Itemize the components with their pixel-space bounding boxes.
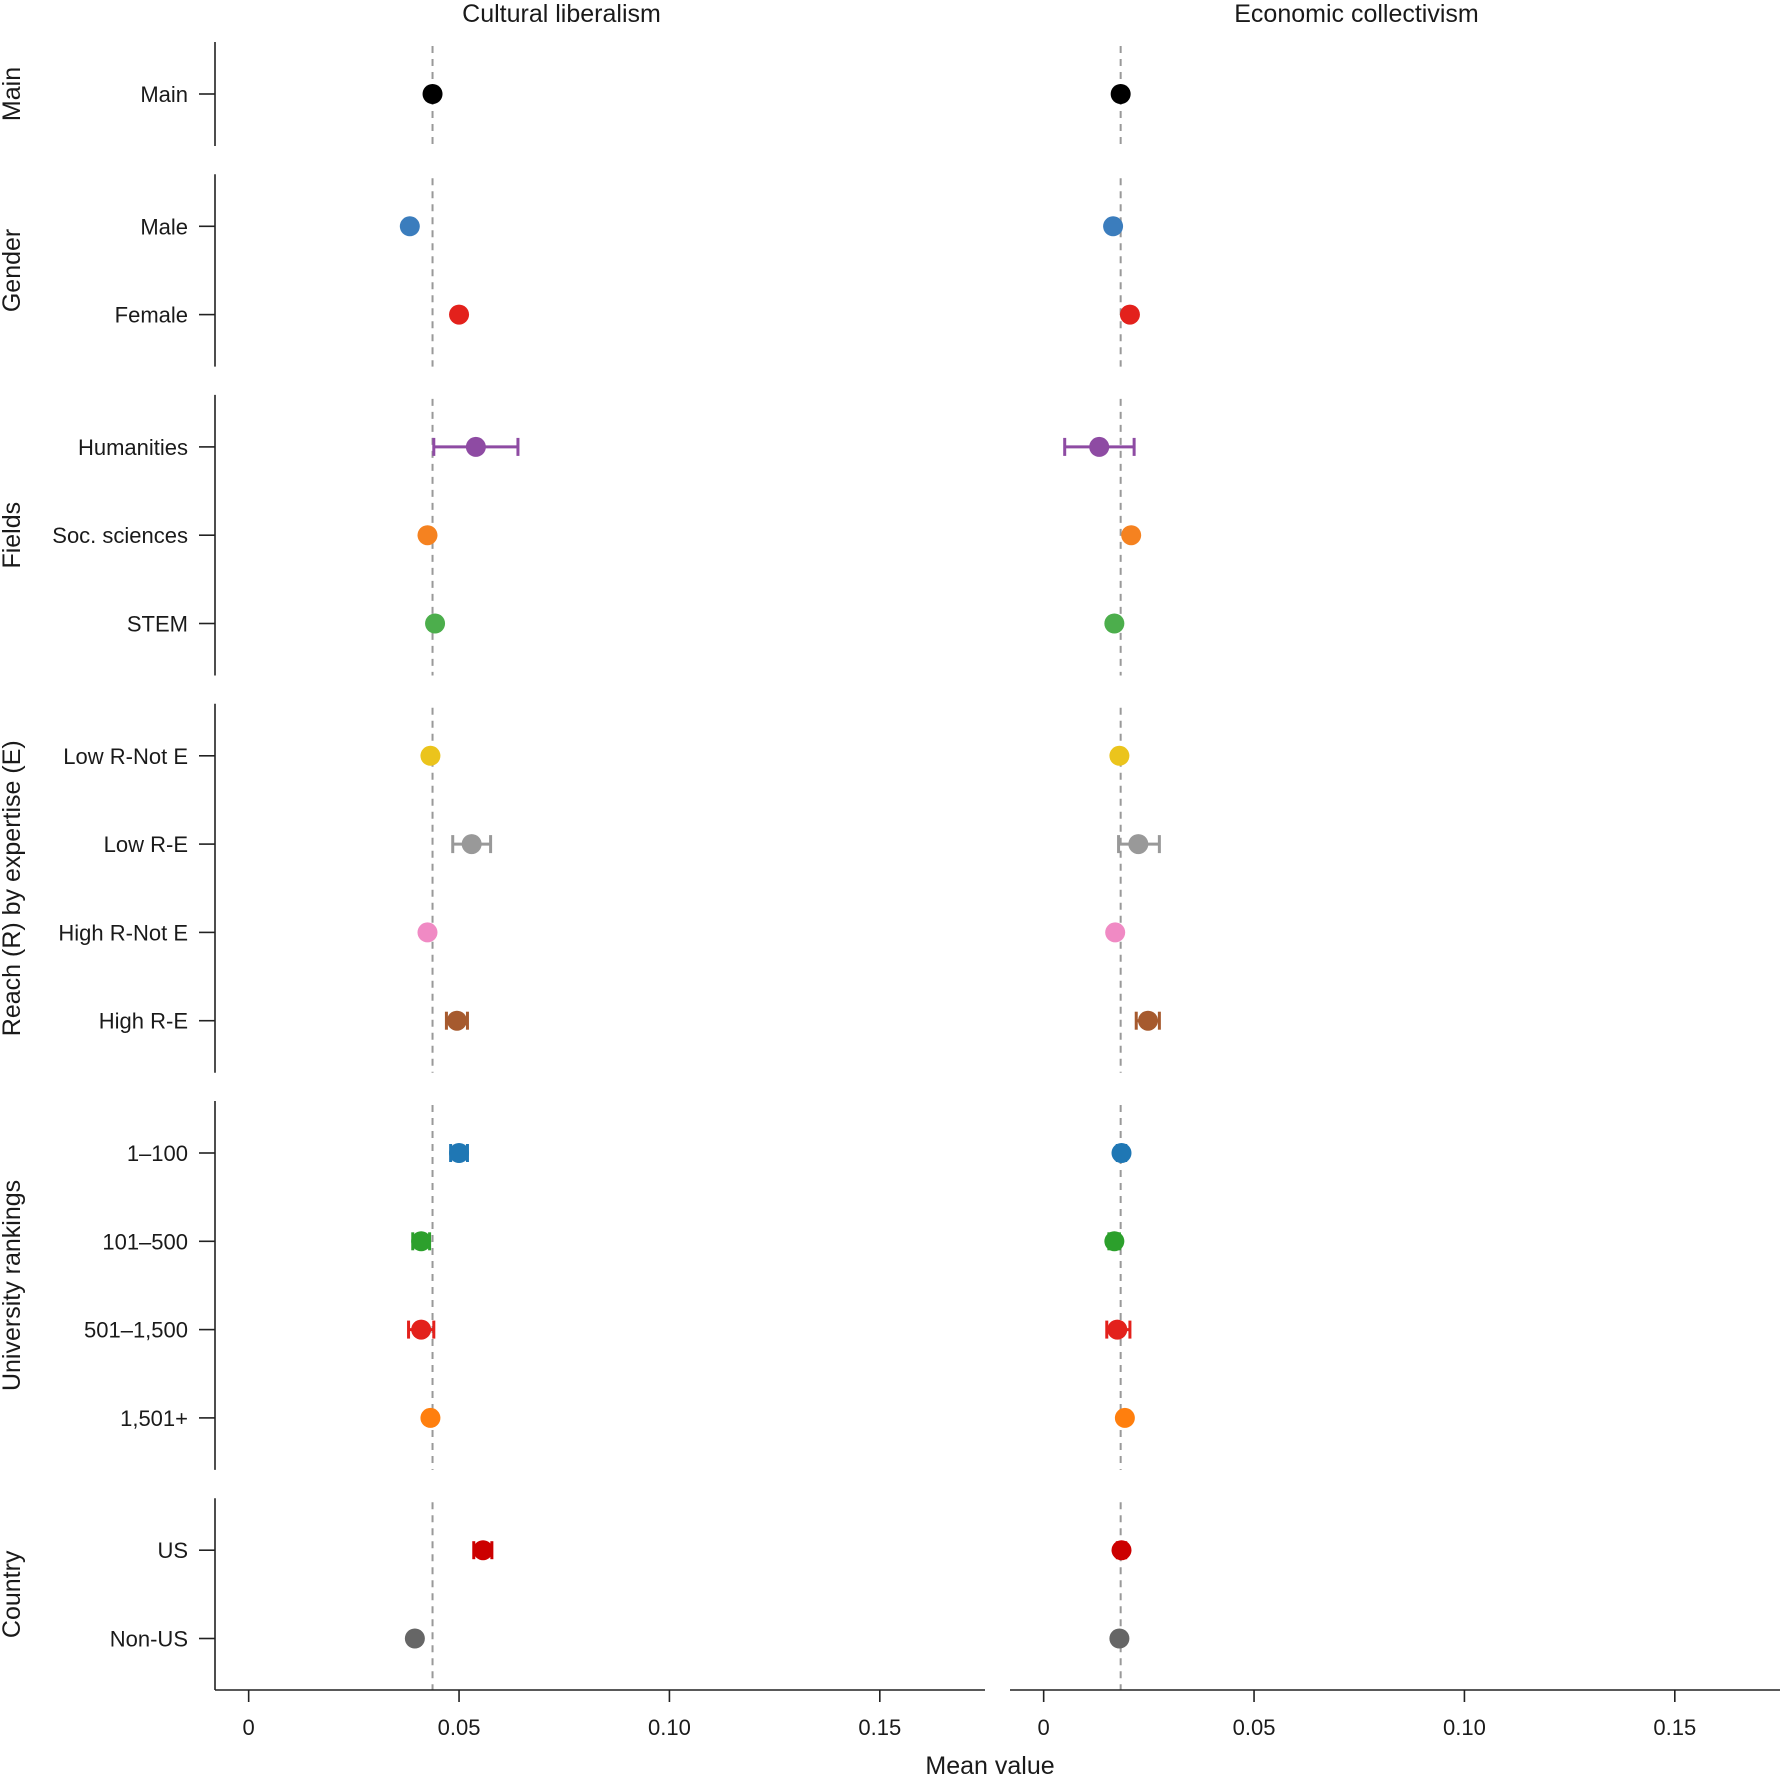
mean-point xyxy=(446,1010,467,1031)
mean-point xyxy=(449,1143,470,1163)
mean-point xyxy=(422,84,443,104)
row-label: High R-E xyxy=(99,1009,188,1034)
marks-layer xyxy=(399,84,1161,1649)
mean-point xyxy=(417,922,438,943)
x-tick-label: 0.10 xyxy=(648,1715,691,1740)
x-tick-label: 0.15 xyxy=(858,1715,901,1740)
mean-point xyxy=(1104,1231,1125,1252)
mean-point xyxy=(465,436,486,457)
axes-layer: Cultural liberalism Economic collectivism… xyxy=(0,0,1780,1740)
row-label: Non-US xyxy=(110,1627,188,1652)
mean-point xyxy=(449,304,470,325)
x-tick-label: 0.05 xyxy=(1233,1715,1276,1740)
row-label: Male xyxy=(140,214,188,239)
group-label: Reach (R) by expertise (E) xyxy=(0,740,26,1036)
row-label: US xyxy=(157,1538,188,1563)
mean-point xyxy=(1103,216,1124,237)
mean-point xyxy=(420,745,441,766)
mean-point xyxy=(1110,84,1131,104)
mean-point xyxy=(417,525,438,546)
mean-point xyxy=(1105,922,1126,943)
x-axis-title: Mean value xyxy=(925,1752,1054,1778)
mean-point xyxy=(1119,304,1140,325)
x-tick-label: 0 xyxy=(243,1715,255,1740)
panel-title: Cultural liberalism xyxy=(462,0,661,28)
group-label: University rankings xyxy=(0,1180,26,1391)
mean-point xyxy=(1128,834,1149,855)
x-tick-label: 0.15 xyxy=(1653,1715,1696,1740)
mean-point xyxy=(1121,525,1142,546)
mean-point xyxy=(1107,1319,1128,1340)
mean-point xyxy=(404,1628,425,1649)
row-label: 1–100 xyxy=(127,1141,188,1166)
mean-point xyxy=(411,1319,432,1340)
mean-point xyxy=(1114,1407,1135,1428)
group-label: Country xyxy=(0,1550,26,1638)
group-label: Main xyxy=(0,67,26,121)
mean-point xyxy=(411,1231,432,1252)
mean-point xyxy=(1111,1143,1132,1163)
row-label: Low R-Not E xyxy=(63,744,188,769)
row-label: Humanities xyxy=(78,435,188,460)
mean-point xyxy=(399,216,420,237)
panel-title: Economic collectivism xyxy=(1234,0,1479,28)
row-label: Soc. sciences xyxy=(52,523,188,548)
row-label: 101–500 xyxy=(102,1229,188,1254)
mean-point xyxy=(1104,613,1125,634)
row-label: Female xyxy=(115,303,188,328)
mean-point xyxy=(461,834,482,855)
mean-point xyxy=(473,1540,494,1561)
x-tick-label: 0 xyxy=(1038,1715,1050,1740)
group-label: Fields xyxy=(0,502,26,569)
row-label: Main xyxy=(140,82,188,107)
mean-point xyxy=(1109,1628,1130,1649)
mean-point xyxy=(1138,1010,1159,1031)
mean-point xyxy=(420,1407,441,1428)
row-label: High R-Not E xyxy=(58,920,188,945)
mean-point xyxy=(1111,1540,1132,1561)
mean-point xyxy=(425,613,446,634)
row-label: 501–1,500 xyxy=(84,1318,188,1343)
row-label: 1,501+ xyxy=(120,1406,188,1431)
mean-point xyxy=(1089,436,1110,457)
mean-point xyxy=(1109,745,1130,766)
row-label: STEM xyxy=(127,612,188,637)
x-tick-label: 0.10 xyxy=(1443,1715,1486,1740)
x-tick-label: 0.05 xyxy=(438,1715,481,1740)
row-label: Low R-E xyxy=(104,832,188,857)
group-label: Gender xyxy=(0,229,26,312)
